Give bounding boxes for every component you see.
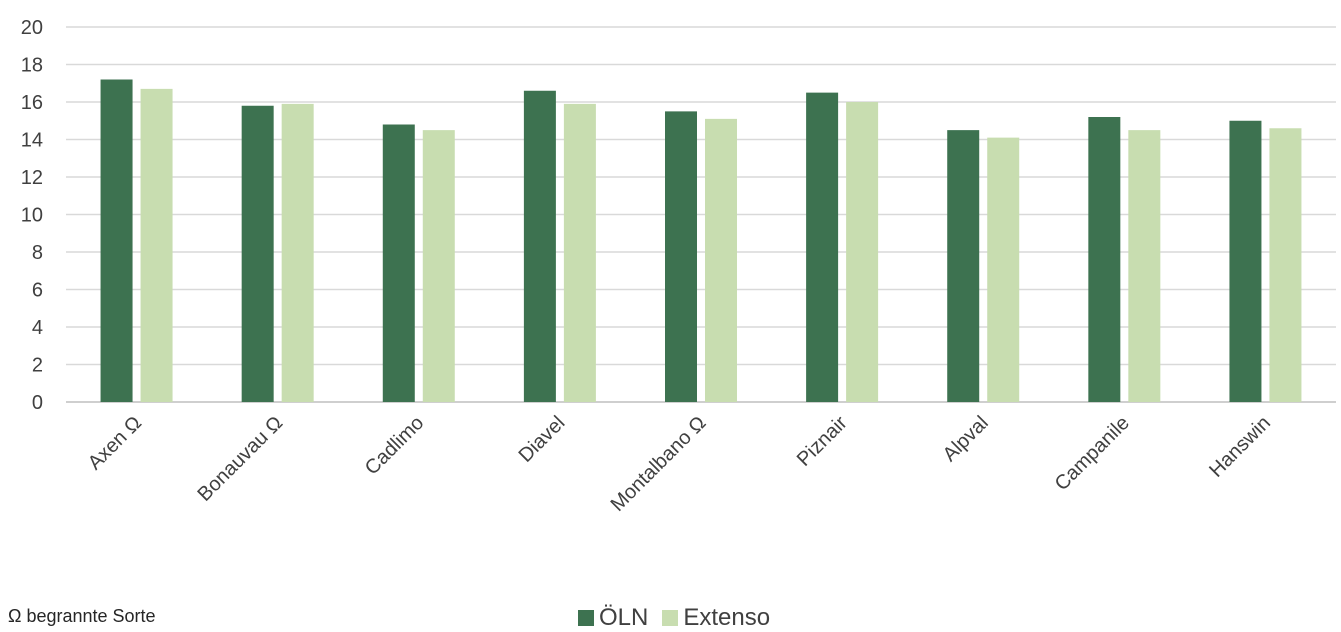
legend-label-extenso: Extenso — [683, 604, 771, 631]
legend-label-oeln: ÖLN — [599, 604, 649, 631]
bar-extenso — [1128, 130, 1161, 402]
bar-oeln — [523, 90, 556, 402]
legend-swatch-extenso — [662, 610, 679, 626]
bar-extenso — [1269, 128, 1302, 402]
x-tick-label: Montalbano Ω — [607, 412, 711, 516]
bars — [100, 79, 1302, 402]
bar-extenso — [563, 103, 596, 402]
y-tick-label: 16 — [21, 92, 43, 114]
y-tick-label: 12 — [21, 167, 43, 189]
bar-oeln — [1088, 117, 1121, 402]
y-axis: 0 2 4 6 8 10 12 14 16 18 20 — [21, 17, 43, 414]
bar-extenso — [987, 137, 1020, 402]
bar-oeln — [947, 130, 980, 402]
x-axis: Axen Ω Bonauvau Ω Cadlimo Diavel Montalbano … — [84, 412, 1275, 516]
bar-oeln — [665, 111, 697, 402]
x-tick-label: Bonauvau Ω — [193, 412, 287, 506]
bar-oeln — [382, 124, 415, 402]
bar-oeln — [806, 92, 839, 402]
y-tick-label: 10 — [21, 205, 43, 227]
x-tick-label: Hanswin — [1205, 412, 1275, 482]
x-tick-label: Cadlimo — [361, 412, 428, 479]
bar-extenso — [846, 102, 879, 402]
y-tick-label: 18 — [21, 55, 43, 77]
bar-extenso — [140, 88, 173, 402]
y-tick-label: 8 — [32, 242, 43, 264]
x-tick-label: Diavel — [515, 412, 570, 467]
x-tick-label: Campanile — [1051, 412, 1134, 495]
bar-extenso — [705, 118, 737, 402]
y-tick-label: 14 — [21, 130, 43, 152]
legend-item-oeln: ÖLN — [578, 604, 648, 632]
bar-oeln — [1229, 120, 1262, 402]
x-tick-label: Axen Ω — [84, 412, 146, 474]
x-tick-label: Piznair — [793, 412, 852, 471]
y-tick-label: 4 — [32, 317, 43, 339]
bar-extenso — [281, 103, 314, 402]
footnote: Ω begrannte Sorte — [8, 606, 156, 626]
legend-item-extenso: Extenso — [662, 604, 770, 632]
legend-swatch-oeln — [578, 610, 594, 626]
y-tick-label: 6 — [32, 280, 43, 302]
x-tick-label: Alpval — [939, 412, 993, 466]
y-tick-label: 2 — [32, 355, 43, 377]
y-tick-label: 20 — [21, 17, 43, 39]
bar-oeln — [100, 79, 133, 402]
y-tick-label: 0 — [32, 392, 43, 414]
gridlines — [66, 26, 1336, 403]
bar-extenso — [422, 130, 455, 402]
legend: ÖLN Extenso — [578, 604, 784, 632]
bar-oeln — [241, 105, 274, 402]
